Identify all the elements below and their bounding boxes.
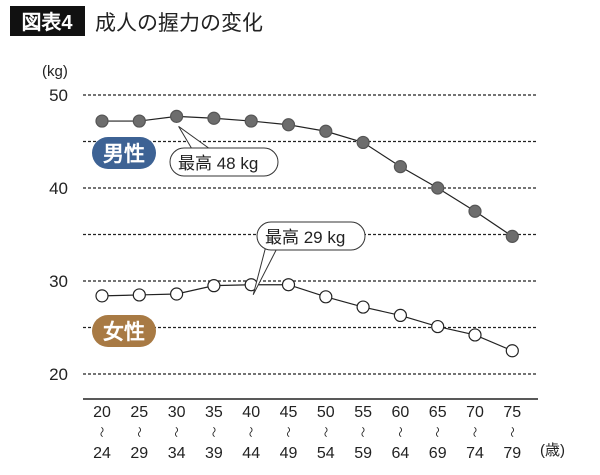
series-line-0 (102, 115, 513, 237)
x-tick-label-to: 39 (205, 445, 223, 462)
y-tick-label: 30 (49, 272, 68, 291)
x-tick-label-from: 55 (354, 404, 372, 421)
data-point (95, 114, 109, 128)
x-tick-label-from: 40 (242, 404, 260, 421)
x-tick-separator: ～ (207, 427, 219, 438)
x-tick-separator: ～ (505, 427, 517, 438)
data-point (281, 278, 296, 292)
chart-title: 成人の握力の変化 (95, 12, 263, 35)
data-point (356, 300, 370, 314)
figure-badge: 図表4 (21, 10, 73, 34)
x-tick-label-from: 60 (392, 404, 410, 421)
data-point (132, 114, 146, 128)
x-tick-separator: ～ (393, 427, 405, 438)
x-tick-label-to: 79 (503, 445, 521, 462)
data-point (431, 181, 445, 195)
data-point (281, 118, 296, 132)
data-point (207, 279, 221, 293)
data-point (393, 160, 407, 174)
data-point (319, 124, 333, 138)
x-tick-label-from: 30 (168, 404, 186, 421)
x-tick-label-to: 64 (392, 445, 410, 462)
data-point (468, 328, 482, 342)
x-tick-label-to: 29 (130, 445, 148, 462)
data-point (505, 229, 519, 243)
x-tick-separator: ～ (468, 427, 480, 438)
callout-pointer (178, 125, 211, 150)
series-line-1 (101, 284, 513, 352)
y-tick-label: 50 (49, 86, 68, 105)
data-point (393, 308, 407, 323)
data-point (319, 290, 333, 304)
data-point (431, 319, 445, 334)
data-point (468, 204, 482, 218)
data-point (207, 111, 221, 125)
x-tick-separator: ～ (356, 427, 368, 438)
x-tick-label-to: 44 (242, 445, 260, 462)
series-label: 男性 (103, 142, 145, 166)
x-tick-label-from: 65 (429, 404, 447, 421)
series-label: 女性 (103, 320, 145, 344)
x-tick-label-to: 69 (429, 445, 447, 462)
series-label-pill (92, 137, 156, 169)
x-tick-label-to: 54 (317, 445, 335, 462)
y-axis-label: (kg) (42, 63, 68, 80)
y-tick-label: 20 (49, 365, 68, 384)
x-tick-label-from: 25 (130, 404, 148, 421)
x-axis-unit: (歳) (540, 442, 565, 459)
y-tick-label: 40 (49, 179, 68, 198)
callout-bubble (256, 221, 366, 251)
x-tick-separator: ～ (431, 427, 443, 438)
x-tick-label-from: 45 (280, 404, 298, 421)
x-tick-separator: ～ (319, 427, 331, 438)
x-tick-label-from: 50 (317, 404, 335, 421)
data-point (505, 344, 519, 358)
x-tick-label-to: 74 (466, 445, 484, 462)
x-tick-label-from: 35 (205, 404, 223, 421)
x-tick-separator: ～ (95, 427, 107, 438)
data-point (170, 109, 184, 123)
x-tick-label-to: 59 (354, 445, 372, 462)
x-tick-label-to: 34 (168, 445, 186, 462)
callout-text: 最高 29 kg (265, 228, 345, 247)
x-tick-separator: ～ (244, 427, 256, 438)
callout-bubble (169, 147, 279, 177)
data-point (244, 114, 258, 128)
x-tick-label-to: 49 (280, 445, 298, 462)
data-point (356, 135, 370, 150)
x-tick-separator: ～ (282, 427, 294, 438)
x-tick-label-from: 70 (466, 404, 484, 421)
series-label-pill (92, 315, 156, 347)
x-tick-label-from: 75 (503, 404, 521, 421)
x-tick-label-from: 20 (93, 404, 111, 421)
data-point (132, 288, 146, 302)
data-point (95, 289, 109, 303)
x-tick-label-to: 24 (93, 445, 111, 462)
x-tick-separator: ～ (132, 427, 144, 438)
data-point (170, 287, 184, 301)
figure-badge-bg (10, 6, 85, 36)
callout-text: 最高 48 kg (178, 154, 258, 173)
x-tick-separator: ～ (170, 427, 182, 438)
